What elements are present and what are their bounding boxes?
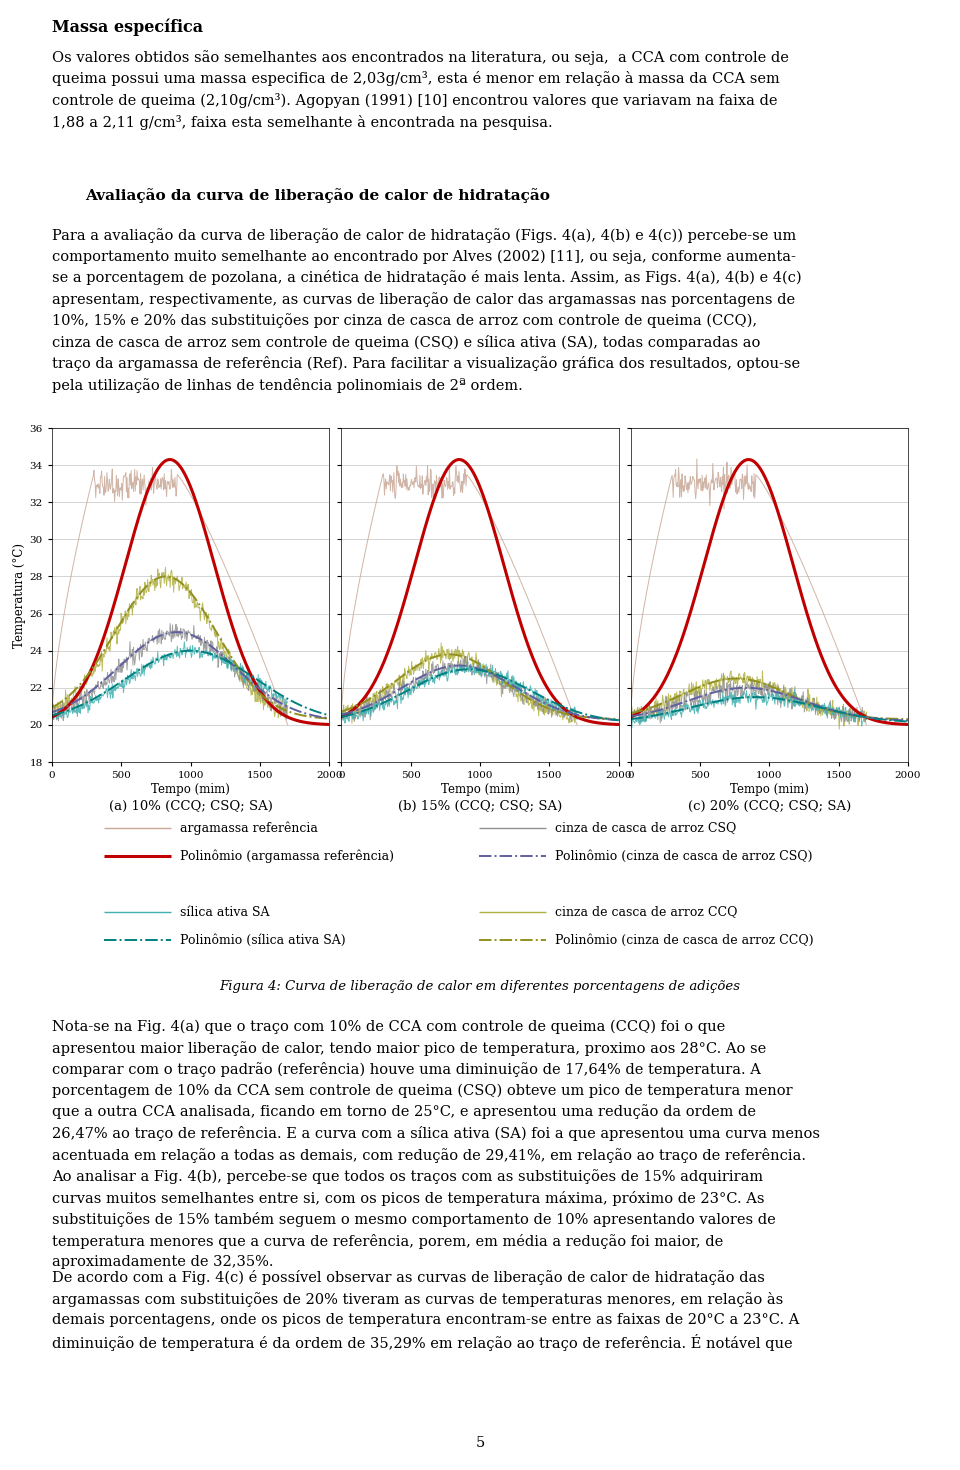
Text: Polinômio (argamassa referência): Polinômio (argamassa referência) [180, 850, 394, 863]
Text: cinza de casca de arroz CSQ: cinza de casca de arroz CSQ [555, 822, 736, 835]
Text: De acordo com a Fig. 4(c) é possível observar as curvas de liberação de calor de: De acordo com a Fig. 4(c) é possível obs… [52, 1270, 800, 1351]
Text: (a) 10% (CCQ; CSQ; SA): (a) 10% (CCQ; CSQ; SA) [108, 800, 273, 813]
X-axis label: Tempo (mim): Tempo (mim) [441, 784, 519, 795]
Text: 5: 5 [475, 1436, 485, 1449]
X-axis label: Tempo (mim): Tempo (mim) [152, 784, 230, 795]
Y-axis label: Temperatura (°C): Temperatura (°C) [12, 542, 26, 647]
Text: (b) 15% (CCQ; CSQ; SA): (b) 15% (CCQ; CSQ; SA) [397, 800, 563, 813]
Text: Avaliação da curva de liberação de calor de hidratação: Avaliação da curva de liberação de calor… [85, 188, 550, 203]
Text: sílica ativa SA: sílica ativa SA [180, 906, 270, 919]
Text: Polinômio (sílica ativa SA): Polinômio (sílica ativa SA) [180, 933, 346, 947]
Text: argamassa referência: argamassa referência [180, 822, 318, 835]
Text: Polinômio (cinza de casca de arroz CCQ): Polinômio (cinza de casca de arroz CCQ) [555, 933, 814, 947]
Text: Nota-se na Fig. 4(a) que o traço com 10% de CCA com controle de queima (CCQ) foi: Nota-se na Fig. 4(a) que o traço com 10%… [52, 1020, 820, 1269]
Text: Para a avaliação da curva de liberação de calor de hidratação (Figs. 4(a), 4(b) : Para a avaliação da curva de liberação d… [52, 228, 802, 392]
Text: Massa específica: Massa específica [52, 18, 204, 35]
Text: cinza de casca de arroz CCQ: cinza de casca de arroz CCQ [555, 906, 737, 919]
Text: Os valores obtidos são semelhantes aos encontrados na literatura, ou seja,  a CC: Os valores obtidos são semelhantes aos e… [52, 50, 789, 129]
Text: (c) 20% (CCQ; CSQ; SA): (c) 20% (CCQ; CSQ; SA) [687, 800, 851, 813]
Text: Figura 4: Curva de liberação de calor em diferentes porcentagens de adições: Figura 4: Curva de liberação de calor em… [220, 980, 740, 994]
Text: Polinômio (cinza de casca de arroz CSQ): Polinômio (cinza de casca de arroz CSQ) [555, 850, 812, 863]
X-axis label: Tempo (mim): Tempo (mim) [730, 784, 808, 795]
